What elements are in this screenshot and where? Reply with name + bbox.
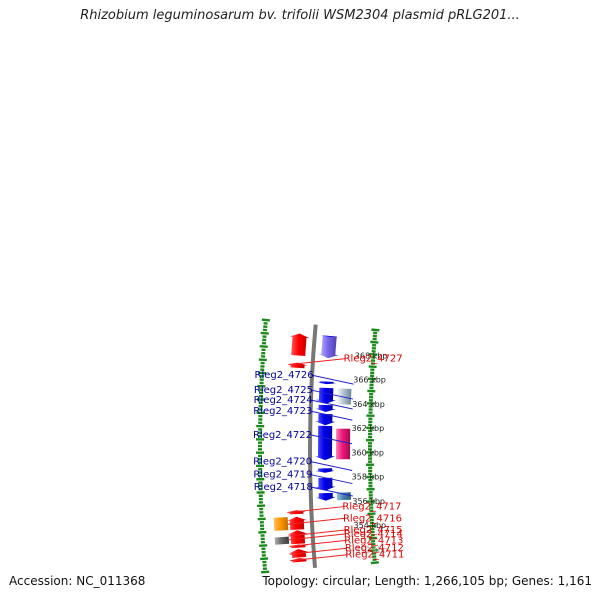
outer-tick-dash [370,340,379,344]
gene-rleg2-4726 [316,381,337,385]
gene-label: Rleg2_4718 [254,482,313,493]
gene-label: Rleg2_4725 [254,385,313,396]
gene-label: Rleg2_4717 [342,502,401,513]
inner-tick-dash [260,331,269,335]
inner-tick-dash [259,544,268,547]
leader-line [310,410,353,421]
gene-rleg2-4722 [315,425,335,461]
gene-label: Rleg2_4713 [344,535,403,546]
inner-tick-dash [261,570,270,574]
tick-label: 366 kbp [353,376,386,385]
leader-line [310,389,354,400]
leader-line [288,358,346,366]
gene-rleg2-4714 [274,536,290,545]
tick-label: 358 kbp [352,473,385,482]
inner-tick-dash [258,358,267,362]
leader-line [290,554,348,562]
leader-line [289,547,347,555]
outer-tick-dash [369,548,378,552]
gene-rleg2-4718 [315,492,336,501]
tick-track: 352 kbp 354 kbp 356 kbp 358 kbp 360 kbp 362 k… [256,318,388,574]
gene-label: Rleg2_4716 [343,513,402,524]
leader-line [288,533,346,541]
gene-rleg2-4722 [336,428,351,460]
gene-label: Rleg2_4720 [253,457,312,468]
gene-rleg2-4725 [315,387,336,404]
leader-line [289,539,347,547]
gene-track [273,333,352,563]
gene-label: Rleg2_4722 [253,430,312,441]
gene-label: Rleg2_4712 [345,543,404,554]
gene-rleg2-4723 [315,413,336,426]
outer-tick-dash [371,328,380,332]
gene-label: Rleg2_4715 [344,525,403,536]
backbone-track [308,324,318,568]
outer-tick-dash [368,365,377,369]
backbone-arc [308,324,318,568]
tick-label: 354 kbp [354,521,387,530]
gene-label: Rleg2_4726 [255,370,314,381]
gene-rleg2-4719 [315,477,336,491]
gene-unlabeled [319,335,340,338]
tick-label: 364 kbp [352,400,385,409]
gene-label: Rleg2_4727 [344,354,403,365]
inner-tick-dash [261,318,270,322]
gene-rleg2-4718 [336,492,351,501]
accession-text: Accession: NC_011368 [9,574,146,588]
leader-line [310,474,353,485]
tick-label: 368 kbp [355,351,388,360]
outer-tick-dash [369,352,378,356]
tick-label: 352 kbp [355,545,388,554]
gene-unlabeled [289,333,310,356]
inner-tick-dash [259,345,268,349]
gene-rleg2-4720 [315,468,336,473]
gene-label: Rleg2_4711 [345,550,404,561]
outer-tick-dash [370,561,379,565]
leader-line [310,399,353,410]
leader-line [287,506,345,514]
leader-line [311,374,354,385]
gene-label: Rleg2_4714 [344,529,403,540]
gene-rleg2-4716 [273,517,289,531]
leader-line [310,486,353,497]
gene-rleg2-4725 [336,388,352,405]
tick-label: 356 kbp [352,497,385,506]
leader-line [309,434,353,445]
outer-tick-dash [368,536,378,540]
gene-unlabeled [318,335,339,359]
gene-label: Rleg2_4719 [253,470,312,481]
tick-label: 360 kbp [351,448,384,457]
leader-line [288,529,346,537]
gene-rleg2-4715 [287,530,308,545]
tick-label: 362 kbp [352,424,385,433]
topology-stats-text: Topology: circular; Length: 1,266,105 bp… [262,574,592,588]
map-title: Rhizobium leguminosarum bv. trifolii WSM… [80,8,520,23]
gene-rleg2-4724 [315,404,336,412]
label-track: Rleg2_4711Rleg2_4712Rleg2_4713Rleg2_4714… [253,354,404,562]
gene-label: Rleg2_4724 [254,395,313,406]
gene-label: Rleg2_4723 [253,406,312,417]
leader-line [287,517,346,525]
inner-tick-dash [260,557,269,561]
leader-line [310,461,353,471]
